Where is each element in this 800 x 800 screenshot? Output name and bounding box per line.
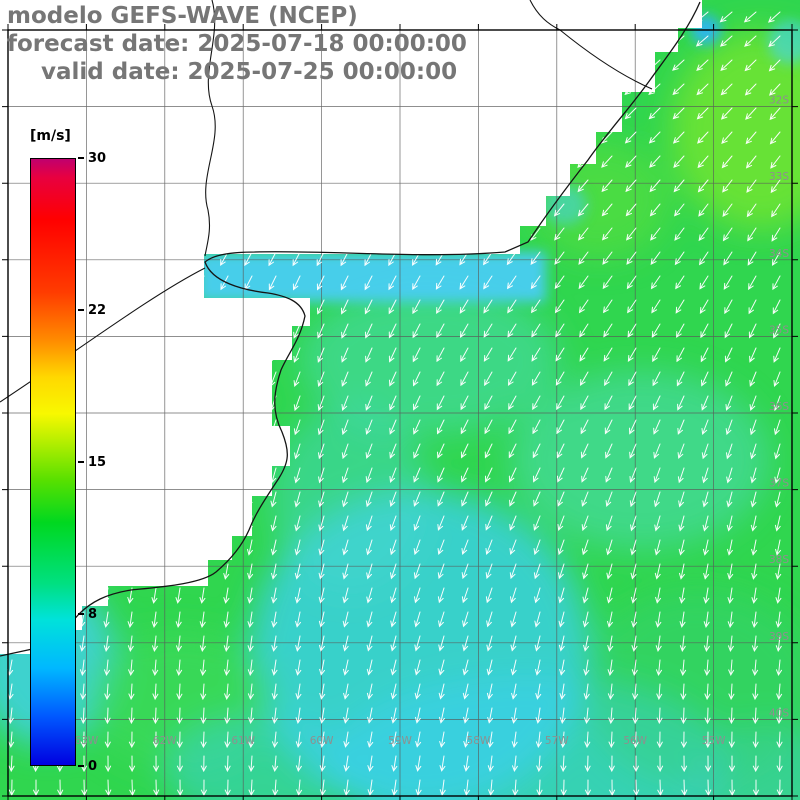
coastline bbox=[0, 0, 701, 657]
lon-label: 57W bbox=[545, 735, 569, 747]
lat-label: 33S bbox=[769, 171, 789, 183]
field-patch bbox=[768, 20, 800, 64]
river-line bbox=[204, 0, 216, 257]
colorbar-tick-label: 22 bbox=[88, 302, 107, 318]
colorbar-tick-mark bbox=[78, 309, 84, 311]
colorbar-tick-label: 0 bbox=[88, 758, 98, 774]
map-frame bbox=[2, 24, 798, 800]
field-patch bbox=[165, 715, 355, 800]
river-line bbox=[529, 0, 653, 90]
colorbar-tick: 8 bbox=[78, 606, 98, 622]
lat-label: 34S bbox=[769, 248, 789, 260]
lon-label: 63W bbox=[75, 735, 99, 747]
valid-date: valid date: 2025-07-25 00:00:00 bbox=[41, 59, 458, 85]
colorbar-tick-label: 8 bbox=[88, 606, 98, 622]
field-patch bbox=[670, 30, 800, 230]
colorbar-gradient bbox=[30, 158, 76, 766]
lon-label: 59W bbox=[388, 735, 412, 747]
colorbar-tick-mark bbox=[78, 461, 84, 463]
lat-label: 38S bbox=[769, 554, 789, 566]
colorbar-unit-label: [m/s] bbox=[30, 128, 71, 144]
lon-label: 62W bbox=[153, 735, 177, 747]
lat-label: 39S bbox=[769, 631, 789, 643]
colorbar-tick: 22 bbox=[78, 302, 107, 318]
title-block: modelo GEFS-WAVE (NCEP) forecast date: 2… bbox=[7, 2, 467, 86]
lon-label: 56W bbox=[623, 735, 647, 747]
colorbar-tick-mark bbox=[78, 157, 84, 159]
colorbar-tick: 0 bbox=[78, 758, 98, 774]
colorbar-tick-label: 15 bbox=[88, 454, 107, 470]
field-patch bbox=[580, 590, 800, 790]
river-line bbox=[0, 267, 206, 403]
lon-label: 55W bbox=[702, 735, 726, 747]
colorbar-tick-mark bbox=[78, 613, 84, 615]
model-title: modelo GEFS-WAVE (NCEP) bbox=[7, 3, 358, 29]
field-patch bbox=[510, 370, 770, 550]
colorbar-tick-label: 30 bbox=[88, 150, 107, 166]
lat-label: 36S bbox=[769, 401, 789, 413]
field-patch bbox=[300, 285, 560, 435]
colorbar-tick: 30 bbox=[78, 150, 107, 166]
colorbar: [m/s] 30 22 15 8 0 bbox=[28, 128, 148, 790]
lat-label: 37S bbox=[769, 478, 789, 490]
axis-labels: 32S 33S 34S 35S 36S 37S 38S 39S 40S 63W 62W 61W 60W 5… bbox=[75, 95, 790, 747]
lon-label: 61W bbox=[231, 735, 255, 747]
forecast-date: forecast date: 2025-07-18 00:00:00 bbox=[7, 31, 467, 57]
lat-label: 35S bbox=[769, 324, 789, 336]
colorbar-tick: 15 bbox=[78, 454, 107, 470]
lon-label: 60W bbox=[310, 735, 334, 747]
frame-ticks bbox=[2, 24, 798, 800]
lon-label: 58W bbox=[467, 735, 491, 747]
lat-label: 32S bbox=[769, 95, 789, 107]
colorbar-tick-mark bbox=[78, 765, 84, 767]
lat-label: 40S bbox=[769, 707, 789, 719]
